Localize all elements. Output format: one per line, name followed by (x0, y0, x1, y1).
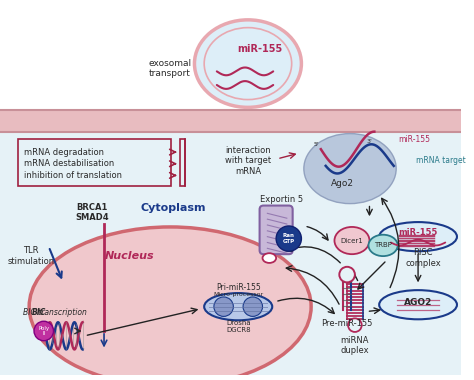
Text: miR-155: miR-155 (399, 135, 431, 144)
Ellipse shape (263, 253, 276, 263)
Text: Poly
II: Poly II (38, 326, 49, 336)
Text: inhibition of translation: inhibition of translation (24, 171, 122, 180)
Ellipse shape (335, 227, 369, 254)
Text: exosomal
transport: exosomal transport (148, 59, 191, 78)
Text: Drosha
DGCR8: Drosha DGCR8 (226, 320, 251, 332)
Text: AGO2: AGO2 (404, 298, 432, 307)
Circle shape (243, 297, 263, 317)
Circle shape (214, 297, 233, 317)
FancyBboxPatch shape (260, 206, 292, 254)
Text: 3': 3' (366, 139, 373, 144)
Text: Pri-miR-155: Pri-miR-155 (216, 283, 261, 292)
Text: mRNA degradation: mRNA degradation (24, 147, 104, 157)
Circle shape (34, 321, 54, 341)
Text: 5': 5' (313, 142, 319, 147)
Text: BIC: BIC (32, 308, 46, 317)
Text: miR-155: miR-155 (398, 228, 438, 237)
Text: TLR
stimulation: TLR stimulation (8, 246, 55, 266)
Ellipse shape (204, 293, 272, 320)
Text: Micro-processor: Micro-processor (213, 291, 263, 296)
Ellipse shape (379, 222, 457, 251)
Ellipse shape (29, 227, 311, 380)
Ellipse shape (194, 20, 301, 108)
Text: Nucleus: Nucleus (104, 251, 154, 261)
Ellipse shape (379, 290, 457, 319)
Text: miR-155: miR-155 (237, 44, 282, 54)
Circle shape (276, 226, 301, 251)
Text: Cytoplasm: Cytoplasm (140, 203, 206, 212)
Ellipse shape (204, 28, 292, 100)
Text: mRNA target: mRNA target (416, 156, 466, 165)
Bar (18, 139, 171, 186)
Text: Ago2: Ago2 (331, 179, 354, 188)
Bar (0, 110, 461, 131)
Bar (180, 139, 185, 186)
Text: BRCA1
SMAD4: BRCA1 SMAD4 (75, 203, 109, 222)
Ellipse shape (368, 235, 398, 256)
Text: TRBP: TRBP (374, 242, 392, 249)
Text: Exportin 5: Exportin 5 (260, 195, 303, 204)
Circle shape (348, 318, 362, 332)
Text: BIC transcription: BIC transcription (24, 308, 87, 317)
Bar (0, 131, 461, 375)
Text: mRNA destabilisation: mRNA destabilisation (24, 159, 115, 168)
Text: RISC
complex: RISC complex (405, 249, 441, 268)
Text: miRNA
duplex: miRNA duplex (340, 336, 369, 355)
Text: interaction
with target
mRNA: interaction with target mRNA (225, 146, 271, 176)
Text: Ran
GTP: Ran GTP (283, 233, 295, 244)
Circle shape (339, 267, 355, 282)
Text: Dicer1: Dicer1 (341, 238, 364, 244)
Ellipse shape (304, 134, 396, 204)
Text: Pre-miR-155: Pre-miR-155 (321, 319, 373, 328)
